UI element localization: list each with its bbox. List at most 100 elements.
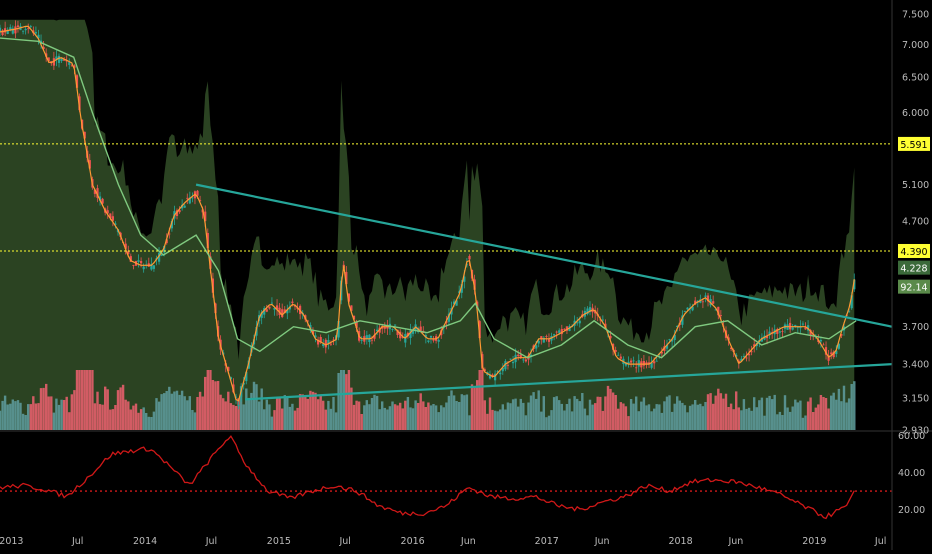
volume-bar	[145, 413, 148, 430]
volume-bar	[653, 408, 656, 430]
volume-bar	[840, 401, 843, 430]
candle-body	[650, 362, 653, 368]
candle-body	[553, 334, 556, 336]
candle-body	[399, 331, 402, 339]
candle-body	[263, 308, 266, 315]
candle-body	[347, 293, 350, 302]
oscillator-pane	[0, 435, 892, 520]
price-tick-label: 7.000	[902, 40, 929, 51]
volume-bar	[386, 409, 389, 430]
volume-bar	[188, 396, 191, 430]
candle-body	[88, 160, 91, 169]
candle-body	[286, 309, 289, 314]
volume-bar	[529, 395, 533, 430]
candle-body	[327, 340, 330, 344]
time-tick-label: Jun	[460, 536, 476, 547]
candle-body	[132, 265, 135, 266]
candle-body	[142, 266, 145, 270]
volume-bar	[311, 391, 315, 430]
volume-bar	[227, 391, 230, 430]
candle-body	[719, 315, 722, 316]
candle-body	[460, 283, 463, 293]
candle-body	[396, 329, 399, 335]
volume-bar	[732, 409, 735, 430]
candle-body	[73, 65, 76, 68]
candle-body	[712, 301, 715, 304]
time-tick-label: Jun	[727, 536, 743, 547]
candle-body	[276, 305, 279, 310]
candle-body	[137, 260, 140, 262]
volume-bar	[47, 396, 50, 430]
volume-bar	[142, 407, 145, 430]
volume-bar	[0, 410, 2, 430]
volume-bar	[60, 399, 63, 430]
volume-bar	[399, 402, 402, 430]
volume-bar	[614, 395, 617, 430]
volume-bar	[196, 397, 199, 430]
candle-body	[740, 358, 743, 362]
price-tick-label: 3.700	[902, 322, 929, 333]
candle-body	[237, 404, 240, 407]
candle-body	[588, 307, 592, 312]
volume-bar	[822, 397, 825, 430]
volume-bar	[712, 403, 715, 430]
candle-body	[750, 351, 753, 353]
candle-body	[160, 255, 163, 256]
volume-bar	[360, 414, 363, 430]
candle-body	[50, 61, 53, 63]
volume-bar	[416, 403, 420, 430]
candle-body	[52, 58, 55, 66]
candle-body	[458, 291, 461, 293]
candle-body	[373, 334, 376, 339]
volume-bar	[629, 399, 633, 430]
candle-body	[417, 328, 420, 332]
volume-bar	[753, 397, 756, 430]
volume-bar	[817, 404, 820, 430]
candle-body	[473, 279, 476, 290]
candle-body	[306, 320, 309, 322]
candle-body	[345, 272, 348, 284]
volume-bar	[796, 402, 799, 430]
candle-body	[547, 339, 551, 342]
candle-body	[453, 301, 456, 305]
candle-body	[337, 321, 340, 338]
volume-bar	[19, 402, 22, 430]
volume-bar	[514, 398, 517, 430]
time-tick-label: Jul	[205, 536, 217, 547]
volume-bar	[27, 404, 30, 430]
volume-bar	[424, 407, 427, 430]
price-tick-label: 6.000	[902, 108, 929, 119]
volume-bar	[322, 400, 325, 430]
candle-body	[419, 326, 422, 331]
volume-bar	[365, 400, 368, 430]
volume-bar	[332, 397, 335, 430]
volume-bar	[355, 400, 358, 430]
volume-bar	[809, 397, 812, 430]
time-tick-label: Jun	[594, 536, 610, 547]
level-price-badge	[898, 243, 930, 258]
candle-body	[352, 315, 356, 320]
volume-bar	[350, 387, 353, 430]
volume-bar	[247, 397, 250, 430]
candle-body	[34, 32, 37, 34]
volume-bar	[850, 384, 853, 430]
volume-bar	[327, 400, 330, 430]
trendline	[245, 363, 893, 401]
volume-bar	[37, 403, 40, 430]
candle-body	[576, 322, 579, 324]
candle-body	[694, 300, 697, 305]
volume-bar	[794, 399, 797, 430]
candle-body	[681, 315, 684, 325]
volume-bar	[62, 400, 66, 430]
volume-bar	[75, 370, 79, 430]
volume-bar	[124, 399, 127, 430]
volume-bar	[278, 397, 281, 430]
candle-body	[432, 339, 435, 341]
volume-bar	[147, 416, 150, 430]
volume-bar	[563, 410, 566, 430]
volume-bar	[581, 393, 584, 430]
volume-bar	[678, 400, 681, 430]
candle-body	[819, 340, 822, 342]
volume-bar	[547, 415, 551, 430]
